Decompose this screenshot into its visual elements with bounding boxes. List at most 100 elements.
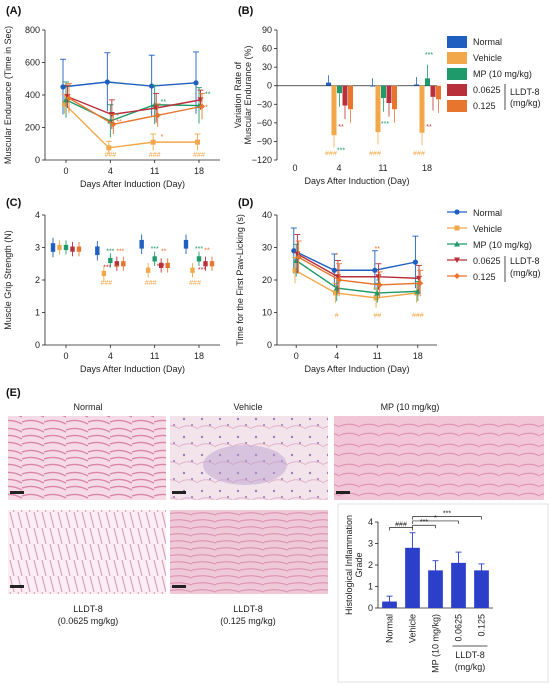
legend-d-normal: Normal [473, 208, 502, 218]
series-line-MP [295, 259, 418, 294]
x-tick-label: 0 [294, 351, 299, 361]
legend-line-series: Normal Vehicle MP (10 mg/kg) 0.0625 0.12… [447, 208, 541, 282]
sig-mark: *** [106, 248, 114, 255]
marker-square [454, 225, 460, 231]
y-axis-title-2: Muscular Endurance (%) [243, 45, 253, 144]
sig-mark: ** [375, 246, 381, 253]
bar-MP [381, 85, 386, 99]
legend-swatch-vehicle [447, 52, 467, 64]
bar-Normal [414, 84, 419, 86]
series-line-Vehicle [294, 269, 417, 299]
box-MP [108, 257, 113, 264]
x-axis-title: Days After Induction (Day) [80, 179, 185, 189]
sig-mark: ** [205, 92, 211, 99]
box-LLDT_0.125 [121, 261, 126, 267]
legend-label-vehicle: Vehicle [473, 53, 502, 63]
marker-diamond [336, 277, 343, 283]
sig-mark: *** [381, 121, 389, 128]
marker-diamond [295, 254, 302, 261]
sig-mark: *** [337, 148, 345, 155]
box-LLDT_0.0625 [158, 262, 164, 268]
y-tick-label: −60 [257, 118, 272, 128]
y-tick-label: 2 [368, 560, 373, 570]
annotation-sig: ### [104, 152, 116, 159]
scale-bar-normal [10, 491, 24, 494]
marker-square [292, 267, 298, 273]
marker-diamond [154, 112, 161, 119]
histo-label-lldt-low-2: (0.0625 mg/kg) [58, 616, 119, 626]
marker-square [106, 145, 112, 151]
marker-diamond [66, 95, 72, 102]
inset-frame [337, 503, 549, 683]
annotation-sig: ### [369, 151, 381, 158]
x-tick-label: 0.0625 [454, 614, 464, 642]
marker-diamond [417, 280, 424, 287]
x-tick-label: 4 [108, 166, 113, 176]
marker-diamond [454, 273, 460, 279]
box-Vehicle [145, 267, 151, 273]
series-line-Normal [62, 81, 197, 88]
y-tick-label: −30 [257, 99, 272, 109]
y-tick-label: 4 [368, 517, 373, 527]
y-axis-title-1: Variation Rate of [233, 61, 243, 128]
y-tick-label: 3 [35, 243, 40, 253]
histo-label-lldt-high-2: (0.125 mg/kg) [220, 616, 276, 626]
legend-label-lldt-high: 0.125 [473, 101, 496, 111]
sig-mark: * [205, 105, 208, 112]
panel-label-e: (E) [6, 387, 21, 399]
histo-label-lldt-low-1: LLDT-8 [73, 604, 103, 614]
marker-triangle-down [454, 257, 460, 263]
box-Vehicle [57, 244, 62, 251]
marker-square [195, 139, 200, 145]
box-Vehicle [101, 270, 107, 277]
marker-circle [193, 80, 199, 86]
x-tick-label: 0.125 [477, 614, 487, 637]
y-tick-label: 600 [25, 58, 40, 68]
x-tick-label: 0 [292, 163, 297, 173]
legend-label-lldt-low: 0.0625 [473, 85, 501, 95]
x-tick-label: 4 [334, 351, 339, 361]
bar-LLDT_0.0625 [430, 85, 436, 97]
panel-label-d: (D) [238, 197, 254, 209]
box-MP [196, 256, 202, 262]
sig-mark: ** [338, 124, 344, 131]
marker-square [62, 101, 67, 107]
histology-image-lldt-low [8, 510, 166, 594]
scale-bar-lldt-high [172, 585, 186, 588]
box-MP [152, 256, 157, 262]
annotation-sig: ### [325, 151, 337, 158]
sig-mark: * [161, 134, 164, 141]
x-tick-label: 11 [150, 166, 159, 176]
bar-0.125 [474, 570, 489, 608]
annotation-sig: ### [149, 152, 161, 159]
marker-triangle [374, 290, 381, 296]
y-tick-label: 30 [262, 243, 272, 253]
x-tick-label: 18 [194, 351, 204, 361]
y-tick-label: 200 [25, 123, 40, 133]
y-tick-label: 10 [262, 308, 272, 318]
legend-group-unit: (mg/kg) [510, 98, 541, 108]
marker-square [373, 295, 379, 301]
sig-mark: ** [114, 265, 120, 272]
legend-group-lldt: LLDT-8 [510, 87, 540, 97]
x-tick-label: 11 [150, 351, 159, 361]
sig-mark: ** [161, 99, 167, 106]
annotation-sig: ### [193, 152, 205, 159]
marker-triangle [454, 241, 460, 247]
marker-square [333, 290, 339, 296]
chart-grip-strength: 0 1 2 3 4 Muscle Grip Strength (N) 0 4 11 18 Days … [3, 210, 220, 374]
y-tick-label: 1 [35, 308, 40, 318]
sig-bracket-label: ### [395, 521, 407, 528]
annotation-sig: ### [189, 280, 201, 287]
box-MP [63, 244, 69, 251]
histology-image-normal [8, 416, 166, 500]
marker-circle [104, 79, 110, 85]
x-tick-label: Vehicle [408, 614, 418, 643]
annotation-sig: ### [145, 280, 157, 287]
series-line-LLDT_0.125 [68, 97, 203, 125]
sig-mark: *** [157, 264, 165, 271]
y-tick-label: 2 [35, 275, 40, 285]
legend-swatch-mp [447, 68, 467, 80]
x-tick-label: 4 [336, 163, 341, 173]
sig-mark: *** [151, 246, 159, 253]
